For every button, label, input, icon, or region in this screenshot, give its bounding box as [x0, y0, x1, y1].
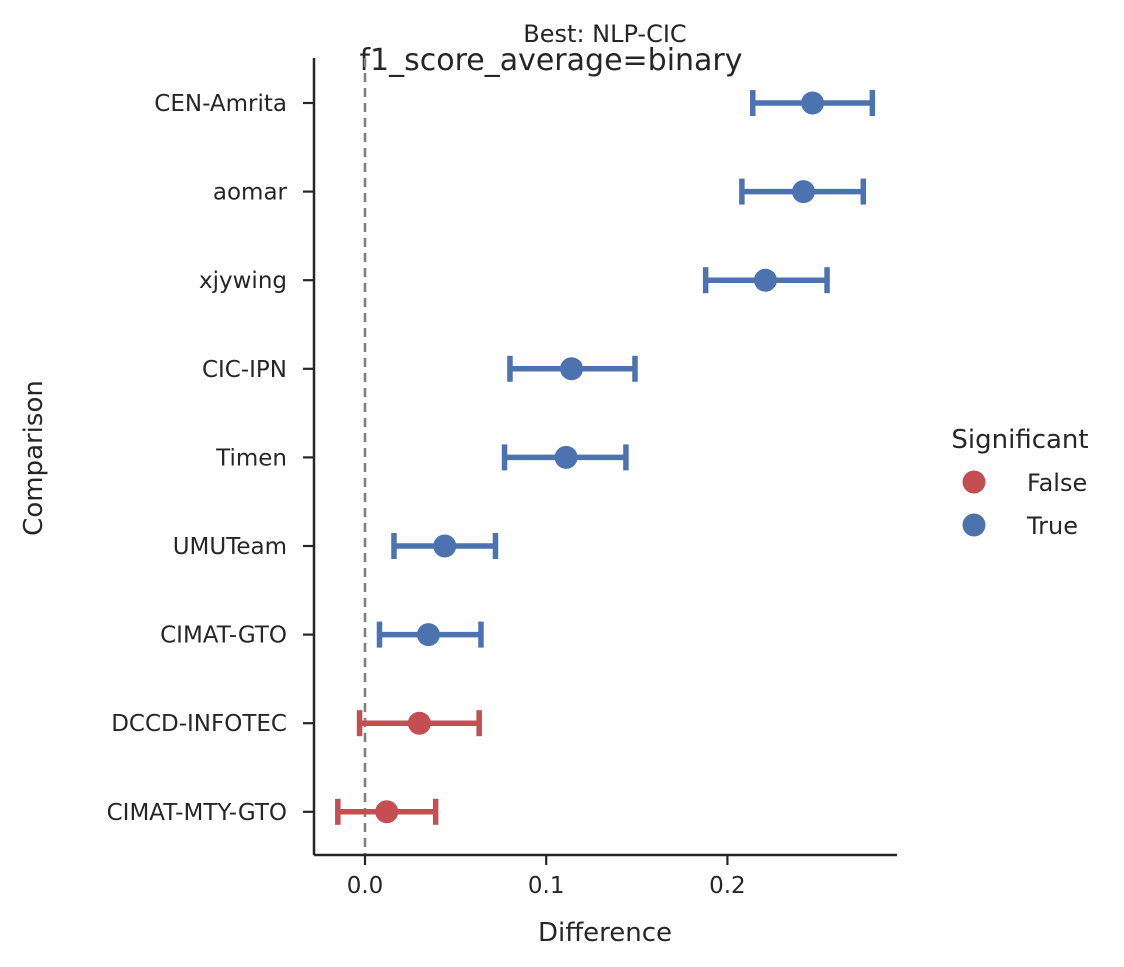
y-tick-label: CEN-Amrita: [154, 91, 287, 117]
data-point: [554, 445, 578, 469]
legend-marker: [962, 470, 986, 494]
x-tick-label: 0.2: [709, 873, 746, 899]
legend-label: True: [1026, 512, 1078, 540]
data-point: [433, 534, 457, 558]
data-point: [792, 180, 816, 204]
legend-marker: [962, 513, 986, 537]
chart-subtitle: f1_score_average=binary: [359, 43, 742, 78]
data-point: [407, 711, 431, 735]
y-tick-label: DCCD-INFOTEC: [111, 711, 287, 737]
data-point: [375, 800, 399, 824]
data-point: [753, 268, 777, 292]
chart-title: Best: NLP-CIC: [523, 20, 686, 48]
y-tick-label: Timen: [215, 445, 287, 471]
data-point: [416, 623, 440, 647]
legend: Significant False True: [951, 425, 1088, 540]
y-tick-label: UMUTeam: [173, 534, 287, 560]
x-tick-label: 0.0: [347, 873, 384, 899]
y-tick-label: CIC-IPN: [202, 357, 287, 383]
data-point: [560, 357, 584, 381]
y-tick-label: CIMAT-MTY-GTO: [107, 800, 287, 826]
y-tick-label: aomar: [213, 180, 288, 206]
legend-title: Significant: [951, 425, 1088, 455]
y-tick-label: xjywing: [199, 268, 287, 294]
x-tick-label: 0.1: [528, 873, 565, 899]
x-axis-label: Difference: [538, 918, 672, 948]
plot-area: 0.0 0.1 0.2 CEN-Amrita aomar xjywing CIC-IPN Ti…: [107, 58, 897, 899]
y-tick-label: CIMAT-GTO: [160, 623, 287, 649]
data-point: [801, 91, 825, 115]
legend-label: False: [1027, 469, 1087, 497]
y-axis-label: Comparison: [19, 380, 49, 536]
